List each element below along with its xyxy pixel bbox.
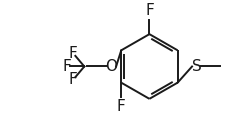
Text: F: F: [69, 72, 77, 87]
Text: F: F: [63, 59, 71, 74]
Text: F: F: [144, 3, 153, 18]
Text: O: O: [105, 59, 117, 74]
Text: S: S: [191, 59, 201, 74]
Text: F: F: [69, 46, 77, 61]
Text: F: F: [116, 99, 125, 114]
